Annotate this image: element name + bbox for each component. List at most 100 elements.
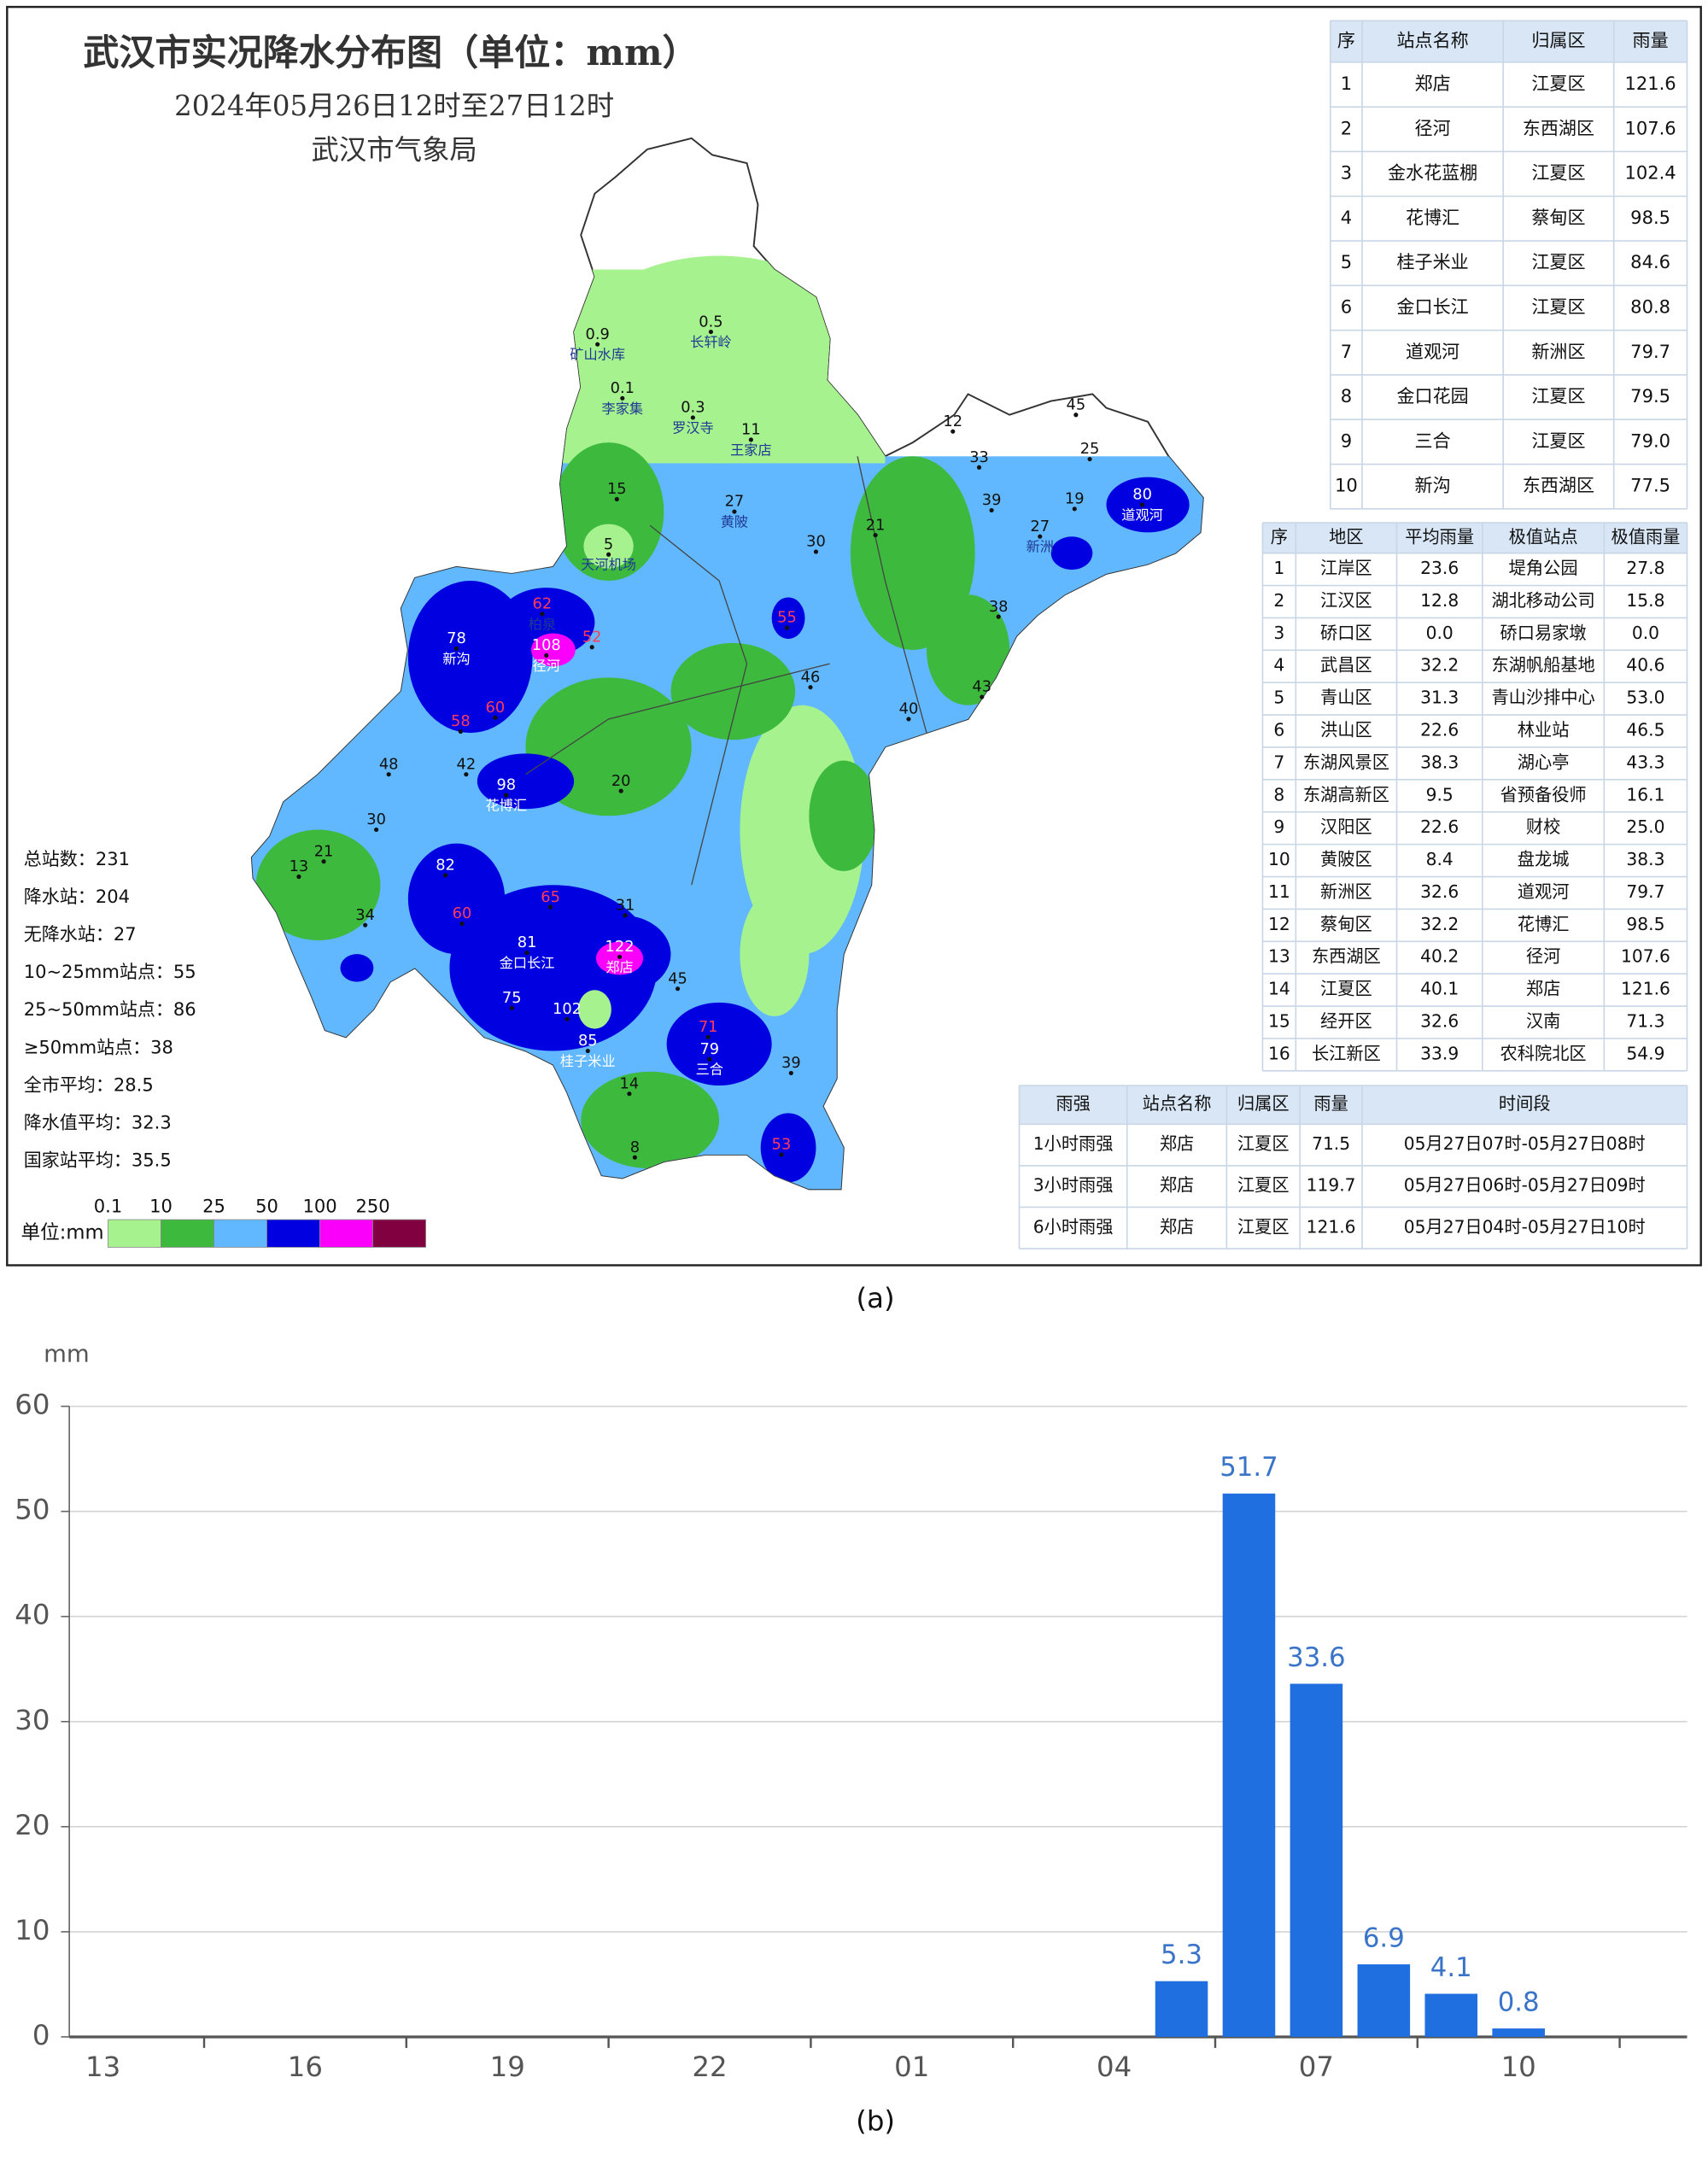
stat-line: 全市平均：28.5 — [24, 1074, 154, 1095]
table-cell: 15 — [1268, 1011, 1290, 1032]
station-value: 0.9 — [585, 325, 609, 343]
legend-swatch — [108, 1219, 161, 1248]
table-cell: 盘龙城 — [1518, 849, 1570, 869]
table-header-bg — [1262, 523, 1688, 553]
table-cell: 05月27日06时-05月27日09时 — [1404, 1175, 1646, 1196]
station-value: 30 — [366, 810, 386, 828]
station-dot — [524, 950, 529, 956]
table-cell: 新洲区 — [1320, 881, 1372, 902]
table-cell: 80.8 — [1630, 296, 1670, 317]
station-name: 长轩岭 — [690, 334, 732, 350]
station-value: 11 — [741, 421, 761, 439]
x-tick-label: 16 — [288, 2051, 323, 2083]
station-value: 12 — [943, 413, 962, 430]
station-value: 79 — [699, 1040, 719, 1058]
table-cell: 54.9 — [1626, 1043, 1664, 1063]
station-name: 道观河 — [1121, 506, 1163, 523]
x-tick-label: 13 — [85, 2051, 120, 2083]
legend-swatch — [319, 1219, 373, 1248]
station-value: 39 — [982, 491, 1002, 509]
station-dot — [976, 465, 982, 470]
station-name: 金口长江 — [500, 955, 555, 971]
y-tick-label: 60 — [15, 1389, 50, 1421]
table-header: 地区 — [1329, 526, 1363, 547]
station-dot — [548, 904, 553, 910]
legend-unit: 单位:mm — [20, 1222, 103, 1244]
table-cell: 道观河 — [1406, 341, 1459, 362]
table-cell: 5 — [1341, 251, 1352, 272]
station-name: 李家集 — [602, 401, 644, 417]
table-cell: 湖心亭 — [1518, 752, 1570, 772]
station-dot — [585, 1048, 590, 1054]
x-tick-label: 07 — [1299, 2051, 1334, 2083]
table-cell: 121.6 — [1307, 1216, 1356, 1237]
table-cell: 9 — [1273, 816, 1284, 837]
station-value: 98 — [496, 776, 516, 794]
table-cell: 金口花园 — [1397, 385, 1469, 407]
station-value: 21 — [314, 842, 334, 860]
table-cell: 98.5 — [1626, 914, 1664, 934]
station-dot — [493, 715, 498, 720]
table-header: 归属区 — [1531, 30, 1585, 51]
station-dot — [627, 1091, 632, 1097]
table-cell: 102.4 — [1624, 162, 1676, 184]
station-value: 58 — [451, 712, 471, 730]
y-tick-label: 40 — [15, 1599, 50, 1631]
table-cell: 江岸区 — [1320, 558, 1372, 578]
station-name: 黄陂 — [721, 514, 748, 530]
station-value: 81 — [518, 933, 537, 951]
table-cell: 14 — [1268, 979, 1290, 999]
station-value: 19 — [1065, 489, 1085, 507]
table-cell: 3小时雨强 — [1033, 1175, 1114, 1196]
station-name: 天河机场 — [581, 557, 636, 573]
table-cell: 38.3 — [1626, 849, 1664, 869]
table-cell: 13 — [1268, 946, 1290, 967]
table-cell: 3 — [1273, 623, 1284, 643]
table-header: 雨强 — [1056, 1093, 1090, 1114]
table-cell: 3 — [1341, 162, 1352, 184]
table-cell: 东湖高新区 — [1303, 784, 1389, 805]
table-cell: 22.6 — [1420, 816, 1459, 837]
station-value: 45 — [668, 969, 687, 987]
table-cell: 32.2 — [1420, 655, 1459, 676]
station-dot — [540, 612, 545, 617]
table-cell: 0.0 — [1426, 623, 1454, 643]
station-dot — [504, 793, 509, 798]
bar — [1155, 1981, 1208, 2037]
x-tick-label: 10 — [1501, 2051, 1536, 2083]
station-value: 48 — [379, 755, 399, 773]
x-tick-label: 22 — [692, 2051, 727, 2083]
table-header-bg — [1330, 20, 1688, 62]
table-cell: 新洲区 — [1531, 341, 1585, 362]
station-value: 53 — [772, 1136, 792, 1154]
bar — [1357, 1964, 1411, 2037]
map-title: 武汉市实况降水分布图（单位：mm） — [83, 31, 698, 73]
legend-break: 50 — [255, 1195, 278, 1216]
table-cell: 东湖风景区 — [1303, 752, 1389, 772]
station-name: 矿山水库 — [570, 347, 625, 363]
table-cell: 径河 — [1526, 946, 1560, 967]
table-cell: 25.0 — [1626, 816, 1664, 837]
table-cell: 10 — [1268, 849, 1290, 869]
station-value: 75 — [502, 989, 522, 1007]
station-value: 80 — [1132, 486, 1152, 504]
table-cell: 东西湖区 — [1523, 117, 1594, 138]
station-value: 30 — [806, 533, 826, 551]
legend-break: 100 — [302, 1195, 336, 1216]
table-cell: 金水花蓝棚 — [1388, 162, 1477, 184]
station-dot — [363, 922, 368, 928]
station-dot — [813, 549, 819, 554]
station-dot — [1073, 413, 1079, 418]
table-cell: 8 — [1273, 784, 1284, 805]
table-cell: 38.3 — [1420, 752, 1459, 772]
station-dot — [732, 509, 737, 514]
table-cell: 2 — [1341, 117, 1352, 138]
table-cell: 郑店 — [1415, 73, 1451, 94]
table-cell: 107.6 — [1621, 946, 1670, 967]
station-dot — [442, 873, 448, 878]
map-agency: 武汉市气象局 — [312, 134, 477, 167]
y-unit: mm — [44, 1341, 90, 1368]
table-header: 雨量 — [1313, 1093, 1348, 1114]
